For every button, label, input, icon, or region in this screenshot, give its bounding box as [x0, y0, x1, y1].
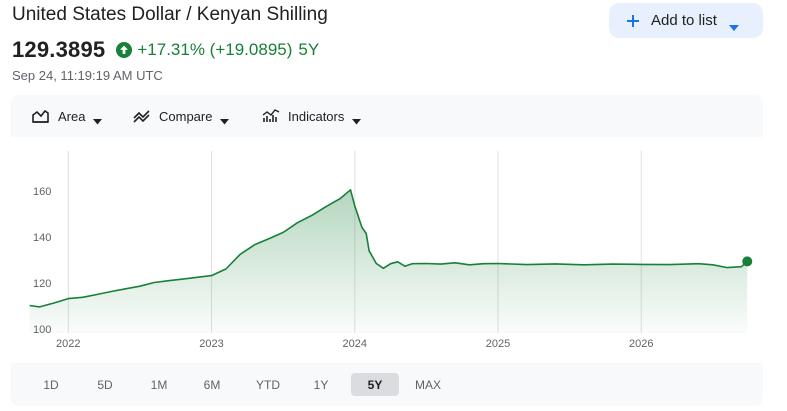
- range-1y-button[interactable]: 1Y: [313, 377, 329, 392]
- add-to-list-label: Add to list: [651, 12, 717, 29]
- range-1m-button[interactable]: 1M: [150, 377, 168, 392]
- chevron-down-icon: [93, 113, 103, 125]
- timestamp: Sep 24, 11:19:19 AM UTC: [12, 68, 163, 83]
- price-line: [29, 189, 748, 308]
- range-5d-button[interactable]: 5D: [97, 377, 113, 392]
- price-chart[interactable]: 100 120 140 160 2022 2023 2024 2025 2026: [11, 137, 763, 363]
- chart-toolbar: Area Compare Indicators: [11, 95, 763, 137]
- chart-canvas: 100 120 140 160 2022 2023 2024 2025 2026: [29, 151, 753, 350]
- indicators-button[interactable]: Indicators: [262, 101, 362, 131]
- chevron-down-icon: [728, 18, 739, 31]
- compare-label: Compare: [159, 108, 213, 124]
- y-tick-label: 120: [33, 278, 51, 290]
- area-chart-icon: [32, 109, 50, 123]
- price-change: +17.31% (+19.0895) 5Y: [116, 40, 319, 60]
- range-1d-button[interactable]: 1D: [43, 377, 59, 392]
- price-area: [29, 189, 748, 333]
- chart-panel: Area Compare Indicators: [11, 95, 763, 406]
- x-tick-label: 2022: [56, 338, 80, 350]
- plus-icon: [626, 14, 640, 28]
- chevron-down-icon: [220, 113, 230, 125]
- x-tick-label: 2026: [629, 338, 653, 350]
- x-tick-label: 2024: [343, 338, 367, 350]
- chevron-down-icon: [352, 113, 362, 125]
- y-tick-label: 100: [33, 324, 51, 336]
- compare-icon: [133, 109, 151, 123]
- range-5y-button[interactable]: 5Y: [351, 373, 399, 396]
- chart-type-label: Area: [58, 108, 86, 124]
- range-6m-button[interactable]: 6M: [203, 377, 221, 392]
- x-tick-label: 2025: [486, 338, 510, 350]
- x-tick-label: 2023: [199, 338, 223, 350]
- current-price-point: [742, 256, 753, 267]
- indicators-label: Indicators: [288, 108, 345, 124]
- pair-title: United States Dollar / Kenyan Shilling: [12, 4, 328, 25]
- range-selector: 1D 5D 1M 6M YTD 1Y 5Y MAX: [11, 363, 763, 406]
- arrow-up-circle-icon: [116, 42, 133, 58]
- change-period: 5Y: [298, 40, 320, 59]
- indicators-icon: [262, 109, 280, 123]
- chart-type-button[interactable]: Area: [32, 101, 103, 131]
- y-tick-label: 140: [33, 232, 51, 244]
- current-price: 129.3895: [12, 37, 106, 62]
- range-max-button[interactable]: MAX: [414, 377, 441, 392]
- range-ytd-button[interactable]: YTD: [256, 377, 280, 392]
- y-tick-label: 160: [33, 186, 51, 198]
- change-value: +17.31% (+19.0895): [137, 40, 293, 59]
- price-row: 129.3895 +17.31% (+19.0895) 5Y: [12, 36, 319, 64]
- add-to-list-button[interactable]: Add to list: [609, 3, 763, 38]
- compare-button[interactable]: Compare: [133, 101, 230, 131]
